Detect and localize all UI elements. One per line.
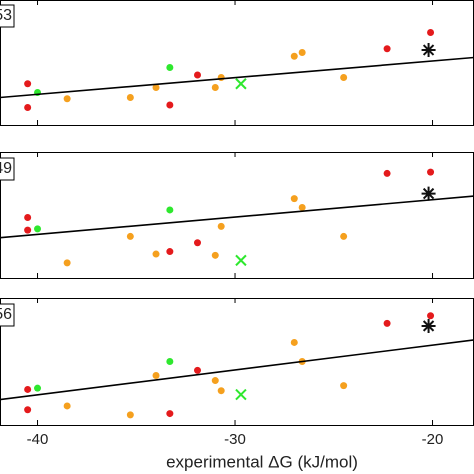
- panel-label-text: 53: [0, 7, 12, 24]
- panel-label-box: [0, 303, 15, 327]
- point: [152, 250, 160, 258]
- fit-line: [0, 56, 474, 99]
- point: [34, 384, 42, 392]
- point: [383, 45, 391, 53]
- point: [166, 101, 174, 109]
- point: [217, 222, 225, 230]
- point: [194, 71, 201, 79]
- point: [211, 377, 219, 385]
- point: [427, 168, 435, 176]
- point: [298, 49, 306, 56]
- fit-line: [0, 339, 474, 401]
- point: [194, 366, 201, 374]
- star-point: [421, 186, 436, 201]
- panel-label: 53: [0, 4, 15, 28]
- point: [383, 169, 391, 177]
- point: [63, 259, 71, 267]
- panel-frame: [0, 152, 474, 279]
- point: [126, 411, 134, 419]
- point: [24, 80, 32, 88]
- point: [290, 195, 298, 203]
- point: [126, 232, 134, 240]
- cross-point: [235, 254, 247, 267]
- x-tick-label: -40: [27, 431, 49, 448]
- point: [24, 406, 32, 414]
- point: [340, 382, 348, 390]
- point: [383, 319, 391, 327]
- star-point: [421, 43, 436, 57]
- point: [217, 387, 225, 395]
- point: [166, 410, 174, 418]
- point: [24, 104, 32, 111]
- point: [427, 29, 435, 36]
- point: [126, 94, 134, 101]
- panel-label-text: 49: [0, 160, 12, 177]
- point: [290, 52, 298, 60]
- point: [166, 64, 174, 71]
- cross-point: [235, 78, 247, 90]
- point: [34, 225, 42, 233]
- point: [152, 84, 160, 91]
- star-point: [421, 318, 436, 333]
- point: [166, 206, 174, 214]
- panel-label-box: [0, 4, 15, 28]
- fit-line: [0, 195, 474, 239]
- point: [63, 95, 71, 103]
- panel-label: 49: [0, 157, 15, 181]
- cross-point: [235, 388, 247, 401]
- point: [211, 84, 219, 91]
- point: [63, 402, 71, 410]
- x-axis-label: experimental ΔG (kJ/mol): [166, 452, 358, 471]
- point: [340, 74, 348, 81]
- x-tick-label: -30: [224, 431, 246, 448]
- point: [211, 251, 219, 259]
- x-tick-label: -20: [422, 431, 444, 448]
- point: [298, 203, 306, 211]
- panel-label-text: 56: [0, 306, 12, 323]
- point: [194, 239, 201, 247]
- point: [24, 385, 32, 393]
- point: [166, 358, 174, 365]
- panel-label-box: [0, 157, 15, 181]
- point: [24, 214, 32, 222]
- point: [24, 226, 32, 234]
- point: [290, 338, 298, 346]
- point: [217, 74, 225, 81]
- point: [340, 232, 348, 240]
- point: [427, 312, 435, 320]
- point: [166, 248, 174, 256]
- point: [152, 371, 160, 379]
- panel-label: 56: [0, 303, 15, 327]
- panel-frame: [0, 298, 474, 426]
